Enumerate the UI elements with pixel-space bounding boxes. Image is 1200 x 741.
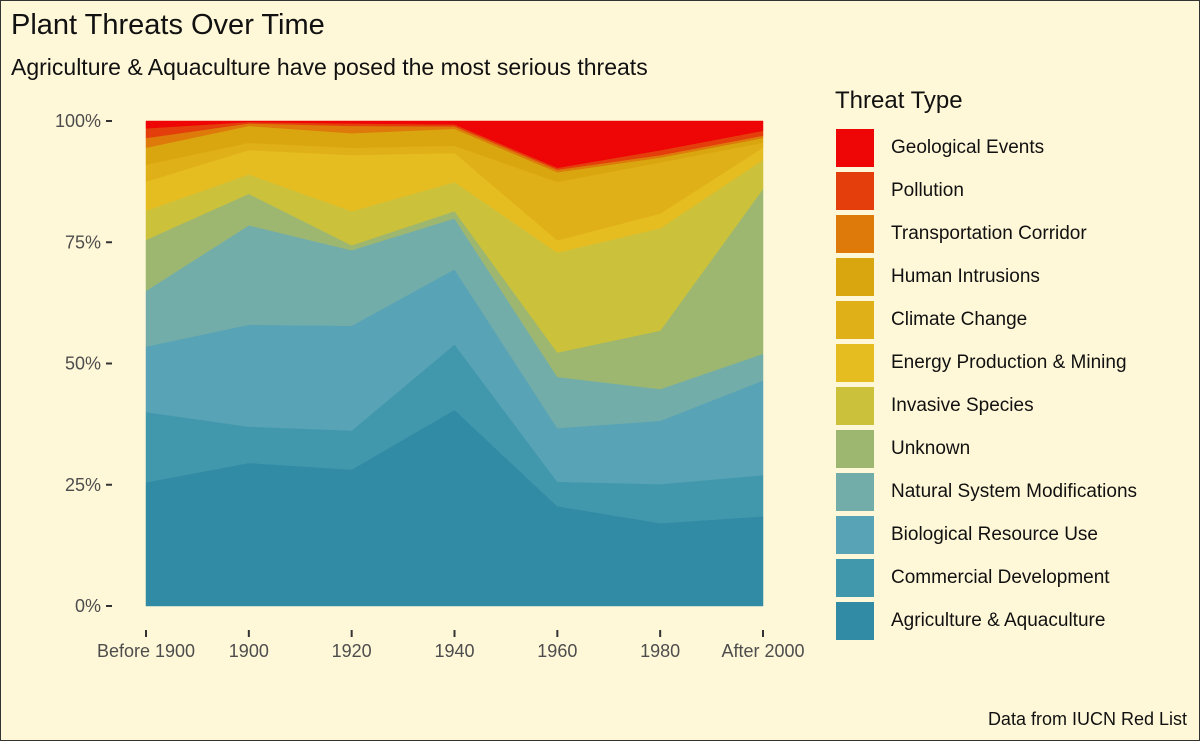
legend-label: Climate Change	[891, 308, 1028, 330]
y-tick-label: 0%	[75, 596, 101, 616]
legend-label: Biological Resource Use	[891, 523, 1098, 545]
legend-item: Climate Change	[835, 298, 1137, 341]
area-layers	[145, 120, 764, 607]
legend-swatch	[835, 170, 875, 211]
legend-item: Geological Events	[835, 126, 1137, 169]
legend-swatch	[835, 557, 875, 598]
legend-label: Agriculture & Aquaculture	[891, 609, 1106, 631]
chart-caption: Data from IUCN Red List	[987, 709, 1187, 729]
legend-label: Commercial Development	[891, 566, 1110, 588]
legend-item: Agriculture & Aquaculture	[835, 599, 1137, 642]
legend-label: Pollution	[891, 179, 964, 201]
plot-area: 0% 25% 50% 75% 100% Before 1900 1900 1920 1940 19…	[55, 111, 805, 661]
legend-label: Invasive Species	[891, 394, 1034, 416]
legend-swatch	[835, 342, 875, 383]
legend-swatch	[835, 299, 875, 340]
legend-swatch	[835, 213, 875, 254]
legend-label: Energy Production & Mining	[891, 351, 1127, 373]
legend-swatch	[835, 127, 875, 168]
legend: Threat Type Geological Events Pollution Tr…	[835, 87, 1137, 642]
x-tick-label: 1960	[537, 641, 577, 661]
legend-label: Natural System Modifications	[891, 480, 1138, 502]
legend-items: Geological Events Pollution Transportation…	[835, 126, 1137, 642]
y-tick-label: 25%	[65, 475, 101, 495]
legend-item: Unknown	[835, 427, 1137, 470]
legend-swatch	[835, 514, 875, 555]
legend-item: Human Intrusions	[835, 255, 1137, 298]
y-tick-label: 100%	[55, 111, 101, 131]
legend-item: Energy Production & Mining	[835, 341, 1137, 384]
legend-item: Commercial Development	[835, 556, 1137, 599]
legend-swatch	[835, 600, 875, 641]
x-tick-label: 1980	[640, 641, 680, 661]
y-tick-label: 50%	[65, 354, 101, 374]
x-tick-label: After 2000	[721, 641, 804, 661]
legend-label: Transportation Corridor	[891, 222, 1087, 244]
legend-item: Transportation Corridor	[835, 212, 1137, 255]
x-tick-label: 1900	[229, 641, 269, 661]
legend-title: Threat Type	[835, 87, 963, 114]
x-tick-label: Before 1900	[97, 641, 195, 661]
legend-swatch	[835, 385, 875, 426]
area-geological-events	[145, 120, 764, 169]
legend-swatch	[835, 428, 875, 469]
legend-item: Invasive Species	[835, 384, 1137, 427]
chart-title: Plant Threats Over Time	[11, 9, 325, 41]
legend-swatch	[835, 256, 875, 297]
legend-label: Unknown	[891, 437, 971, 459]
legend-item: Natural System Modifications	[835, 470, 1137, 513]
chart-subtitle: Agriculture & Aquaculture have posed the…	[11, 54, 648, 80]
legend-item: Biological Resource Use	[835, 513, 1137, 556]
x-tick-label: 1940	[434, 641, 474, 661]
x-tick-label: 1920	[332, 641, 372, 661]
legend-label: Human Intrusions	[891, 265, 1040, 287]
legend-swatch	[835, 471, 875, 512]
y-tick-label: 75%	[65, 232, 101, 252]
legend-item: Pollution	[835, 169, 1137, 212]
legend-label: Geological Events	[891, 136, 1045, 158]
